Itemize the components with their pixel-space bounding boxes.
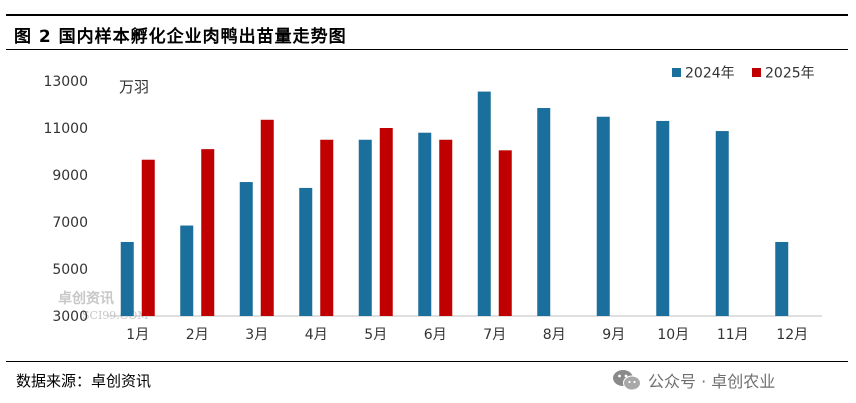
x-tick-label: 6月 — [424, 327, 447, 343]
y-tick-label: 3000 — [52, 309, 88, 325]
figure-title: 图 2 国内样本孵化企业肉鸭出苗量走势图 — [14, 27, 347, 47]
y-tick-label: 5000 — [52, 262, 88, 278]
wechat-mark: 公众号 · 卓创农业 — [612, 368, 775, 392]
top-rule — [6, 14, 848, 16]
watermark-text: 卓创资讯 — [58, 291, 114, 307]
bar-2024 — [596, 116, 610, 316]
bar-2025 — [141, 159, 155, 316]
x-tick-label: 2月 — [186, 327, 209, 343]
bar-2025 — [379, 128, 393, 316]
bar-2024 — [358, 139, 372, 316]
x-tick-label: 3月 — [245, 327, 268, 343]
y-axis: 3000 5000 7000 9000 11000 13000 — [43, 74, 88, 325]
bar-2024 — [775, 241, 789, 316]
x-tick-label: 9月 — [602, 327, 625, 343]
legend-label: 2025年 — [765, 66, 815, 82]
x-tick-label: 12月 — [776, 327, 808, 343]
title-rule — [6, 49, 848, 50]
bar-2024 — [656, 120, 670, 316]
source-note: 数据来源：卓创资讯 — [16, 372, 152, 390]
x-tick-label: 11月 — [717, 327, 749, 343]
x-tick-label: 7月 — [483, 327, 506, 343]
bar-2025 — [439, 139, 453, 316]
bar-2024 — [180, 225, 194, 316]
legend: 2024年 2025年 — [672, 66, 815, 82]
legend-label: 2024年 — [685, 66, 735, 82]
x-axis: 1月 2月 3月 4月 5月 6月 7月 8月 9月 10月 11月 12月 — [108, 315, 822, 343]
bar-2024 — [715, 131, 729, 316]
bar-2025 — [201, 149, 215, 316]
x-tick-label: 4月 — [305, 327, 328, 343]
x-tick-label: 8月 — [543, 327, 566, 343]
bar-2024 — [537, 108, 551, 317]
wechat-icon — [613, 370, 641, 391]
x-tick-label: 10月 — [657, 327, 689, 343]
bar-2025 — [260, 119, 274, 317]
x-tick-label: 5月 — [364, 327, 387, 343]
bar-2025 — [498, 150, 512, 316]
bar-chart: 3000 5000 7000 9000 11000 13000 1月 2月 3月 4月 5月 6月 7… — [43, 66, 822, 343]
unit-label: 万羽 — [119, 78, 149, 96]
bar-2024 — [299, 187, 313, 316]
y-tick-label: 7000 — [52, 215, 88, 231]
y-tick-label: 11000 — [43, 121, 88, 137]
bar-2024 — [477, 91, 491, 316]
bar-2024 — [120, 241, 134, 316]
bottom-rule — [6, 361, 848, 362]
bar-2025 — [320, 139, 334, 316]
bar-2024 — [239, 182, 253, 316]
x-tick-label: 1月 — [126, 327, 149, 343]
legend-swatch — [672, 68, 681, 77]
bar-2024 — [418, 132, 432, 316]
legend-swatch — [752, 68, 761, 77]
y-tick-label: 9000 — [52, 168, 88, 184]
bars — [120, 91, 789, 317]
watermark-logo: 卓创资讯 — [58, 292, 114, 306]
wechat-label: 公众号 · 卓创农业 — [648, 372, 776, 391]
y-tick-label: 13000 — [43, 74, 88, 90]
